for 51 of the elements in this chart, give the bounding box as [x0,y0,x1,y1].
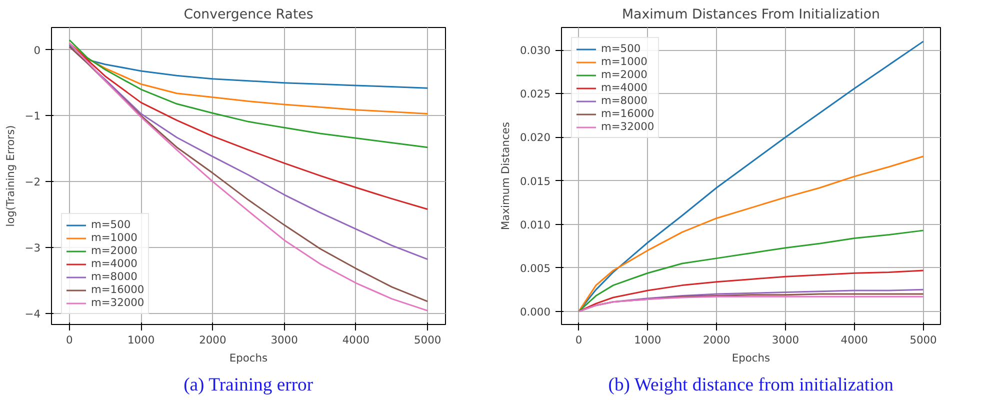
y-axis-title: log(Training Errors) [4,125,17,227]
chart-title: Maximum Distances From Initialization [622,8,880,22]
legend-label: m=4000 [91,257,138,270]
x-tick-label: 5000 [414,334,442,346]
x-tick-label: 3000 [270,334,298,346]
legend-label: m=8000 [601,94,648,107]
x-tick-label: 1000 [634,334,662,346]
text: (a) Training error [184,374,314,396]
x-axis-title: Epochs [732,352,771,364]
y-tick-label: 0.030 [520,44,551,58]
x-tick-label: 3000 [772,334,800,346]
x-tick-label: 0 [575,334,582,346]
line-series [68,39,428,148]
legend-label: m=32000 [601,120,654,133]
chart-title: Convergence Rates [184,8,314,22]
legend-label: m=1000 [91,231,138,244]
y-axis-title: Maximum Distances [498,122,512,230]
text: (b) Weight distance from initialization [608,374,894,396]
line-series [578,156,924,312]
legend-label: m=32000 [91,296,144,309]
x-tick-label: 1000 [127,334,155,346]
y-tick-label: −3 [24,241,41,254]
legend-label: m=500 [601,42,641,55]
legend-label: m=1000 [601,55,648,68]
x-axis-title: Epochs [229,352,268,364]
x-tick-label: 5000 [910,334,938,346]
y-tick-label: −4 [24,307,41,320]
line-series [68,44,428,89]
legend-label: m=16000 [91,283,144,296]
x-tick-label: 2000 [702,334,730,346]
legend-label: m=4000 [601,81,648,94]
legend-label: m=500 [91,218,131,231]
y-tick-label: −2 [24,176,41,189]
y-tick-label: 0.020 [520,131,551,144]
y-tick-label: 0.015 [520,174,551,188]
line-series [578,230,924,312]
x-tick-label: 4000 [342,334,370,346]
line-series [578,270,924,312]
legend-label: m=2000 [91,244,138,257]
y-tick-label: 0 [34,44,41,57]
legend-label: m=16000 [601,107,654,120]
legend-label: m=2000 [601,68,648,81]
y-tick-label: 0.000 [520,305,551,318]
legend-label: m=8000 [91,270,138,283]
x-tick-label: 4000 [840,334,868,346]
x-tick-label: 2000 [199,334,226,346]
y-tick-label: 0.005 [520,262,551,275]
x-tick-label: 0 [66,334,74,346]
y-tick-label: −1 [24,110,41,123]
y-tick-label: 0.025 [520,88,551,101]
y-tick-label: 0.010 [520,218,551,232]
